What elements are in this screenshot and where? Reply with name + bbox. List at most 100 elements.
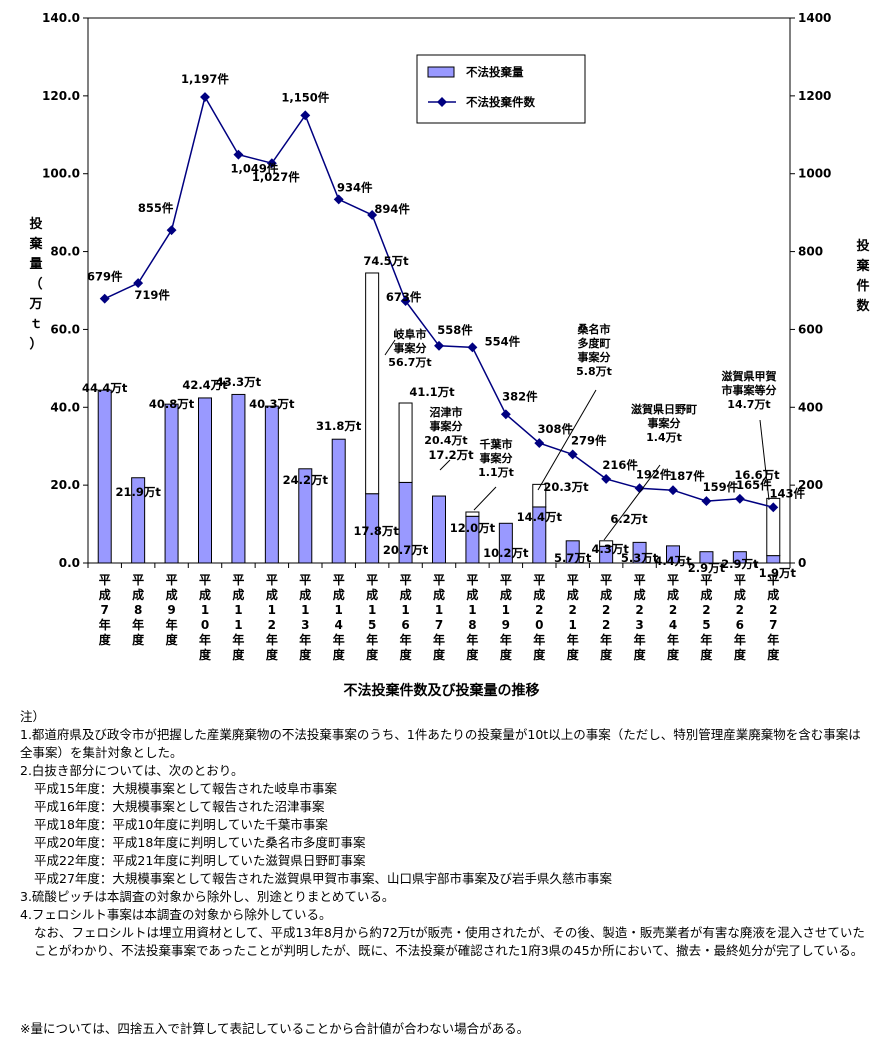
- x-tick-label-char: 1: [569, 618, 577, 632]
- bar-total-label: 41.1万t: [409, 385, 455, 399]
- x-tick-label-char: 度: [166, 632, 179, 647]
- x-tick-label-char: 1: [368, 603, 376, 617]
- bar-white-segment: [766, 497, 781, 557]
- bar-white-segment: [365, 272, 380, 495]
- x-tick-label-char: 成: [99, 587, 111, 602]
- chart: 0.020.040.060.080.0100.0120.0140.0020040…: [28, 11, 870, 662]
- note-2: 2.白抜き部分については、次のとおり。: [20, 763, 244, 778]
- x-tick-label-char: 度: [634, 647, 647, 662]
- x-tick-label-char: 年: [333, 632, 345, 647]
- right-axis-tick-label: 200: [798, 478, 823, 492]
- count-data-label: 143件: [770, 486, 806, 500]
- x-tick-label-char: 3: [301, 618, 309, 632]
- special-case-note: 岐阜市: [394, 327, 427, 341]
- bar-data-label: 4.4万t: [654, 554, 692, 568]
- special-case-note: 1.1万t: [478, 466, 514, 479]
- x-tick-label-char: 6: [736, 618, 744, 632]
- count-marker: [99, 293, 110, 304]
- x-tick-label-char: 平: [333, 573, 345, 587]
- left-axis-title-char: ）: [29, 336, 42, 352]
- bar-total-label: 74.5万t: [363, 254, 409, 268]
- x-tick-label-char: 度: [600, 647, 613, 662]
- x-tick-label-char: 成: [767, 587, 779, 602]
- special-case-note: 1.4万t: [646, 431, 682, 444]
- x-tick-label-char: 平: [132, 573, 144, 587]
- count-data-label: 894件: [374, 202, 410, 216]
- note-4: 4.フェロシルト事案は本調査の対象から除外している。: [20, 907, 332, 922]
- x-tick-label-char: 年: [667, 632, 679, 647]
- left-axis-tick-label: 20.0: [50, 478, 80, 492]
- x-tick-label-char: 平: [366, 573, 378, 587]
- legend-bar-label: 不法投棄量: [466, 65, 524, 79]
- x-tick-label-char: 成: [466, 587, 478, 602]
- count-marker: [200, 92, 210, 102]
- x-tick-label-char: 平: [166, 573, 178, 587]
- special-case-note: 滋賀県日野町: [631, 402, 697, 416]
- x-tick-label-char: 年: [533, 632, 545, 647]
- note-3: 3.硫酸ピッチは本調査の対象から除外し、別途とりまとめている。: [20, 889, 395, 904]
- count-data-label: 1,150件: [281, 90, 329, 104]
- x-tick-label-char: 2: [535, 603, 543, 617]
- left-axis-title-char: 投: [29, 216, 42, 232]
- bar: [666, 545, 680, 564]
- x-tick-label-char: 度: [299, 647, 312, 662]
- special-case-note: 56.7万t: [388, 356, 431, 369]
- x-tick-label-char: 2: [669, 603, 677, 617]
- bar-data-label: 10.2万t: [483, 546, 529, 560]
- bar-total-label: 16.6万t: [734, 468, 780, 482]
- note-leader-line: [603, 464, 661, 541]
- bar-data-label: 43.3万t: [216, 375, 262, 389]
- x-tick-label-char: 度: [366, 647, 379, 662]
- bar: [264, 405, 279, 564]
- special-case-note: 5.8万t: [576, 365, 612, 378]
- bar-white-segment: [532, 483, 547, 508]
- x-tick-label-char: 平: [299, 573, 311, 587]
- bar: [97, 389, 112, 564]
- bar-data-label: 21.9万t: [115, 485, 161, 499]
- bar: [164, 403, 179, 564]
- x-tick-label-char: 度: [767, 647, 780, 662]
- bar-white-segment: [599, 540, 614, 547]
- bar-total-label: 6.2万t: [610, 512, 648, 526]
- x-tick-label-char: 平: [767, 573, 779, 587]
- bar-data-label: 5.3万t: [621, 551, 659, 565]
- x-tick-label-char: 成: [232, 587, 244, 602]
- x-tick-label-char: 度: [333, 647, 346, 662]
- note-2-sub: 平成15年度：大規模事案として報告された岐阜市事案: [34, 781, 338, 796]
- legend-line-label: 不法投棄件数: [466, 95, 535, 109]
- x-tick-label-char: 8: [134, 603, 142, 617]
- x-tick-label-char: 1: [502, 603, 510, 617]
- right-axis-title-char: 件: [856, 278, 869, 294]
- count-data-label: 1,049件: [230, 162, 278, 176]
- x-tick-label-char: 1: [268, 603, 276, 617]
- count-marker: [233, 149, 244, 160]
- count-marker: [768, 502, 779, 513]
- x-tick-label-char: 年: [99, 617, 111, 632]
- legend-box: [416, 54, 586, 124]
- x-tick-label-char: 成: [299, 587, 311, 602]
- bar-data-label: 40.3万t: [249, 397, 295, 411]
- count-marker: [734, 493, 745, 504]
- x-tick-label-char: 度: [199, 647, 212, 662]
- x-tick-label-char: 度: [500, 647, 513, 662]
- bar-data-label: 12.0万t: [450, 521, 496, 535]
- left-axis-tick-label: 0.0: [59, 556, 80, 570]
- count-marker: [333, 194, 344, 205]
- chart-caption: 不法投棄件数及び投棄量の推移: [343, 683, 540, 699]
- count-marker: [534, 438, 545, 449]
- right-axis-title-char: 投: [856, 238, 869, 254]
- x-tick-label-char: 平: [700, 573, 712, 587]
- bar-data-label: 24.2万t: [283, 473, 329, 487]
- right-axis-tick-label: 0: [798, 556, 806, 570]
- note-leader-line: [384, 339, 396, 356]
- notes-heading: 注）: [20, 709, 46, 724]
- x-tick-label-char: 1: [468, 603, 476, 617]
- note-1: 1.都道府県及び政令市が把握した産業廃棄物の不法投棄事案のうち、1件あたりの投棄…: [20, 727, 861, 760]
- x-tick-label-char: 度: [132, 632, 145, 647]
- x-tick-label-char: 年: [466, 632, 478, 647]
- count-marker: [601, 473, 612, 484]
- x-tick-label-char: 平: [400, 573, 412, 587]
- x-tick-label-char: 年: [366, 632, 378, 647]
- x-tick-label-char: 度: [99, 632, 112, 647]
- bar-data-label: 17.8万t: [353, 524, 399, 538]
